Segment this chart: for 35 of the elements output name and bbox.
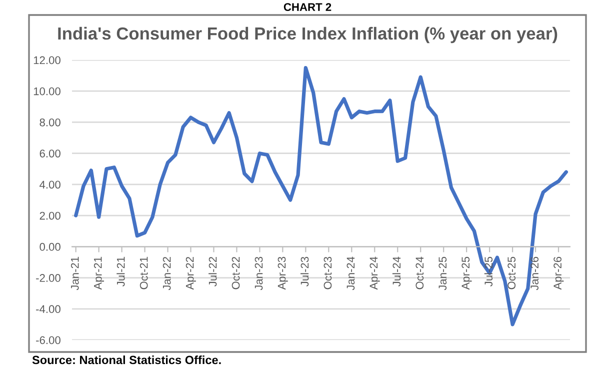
x-tick-label: Apr-21 [94, 256, 104, 290]
x-tick-label: Apr-24 [370, 256, 380, 290]
x-tick-label: Jan-23 [254, 256, 263, 290]
x-tick-label: Oct-25 [508, 256, 516, 290]
caption: CHART 2 [284, 3, 332, 11]
x-tick-label: Jan-22 [162, 256, 171, 290]
y-tick-label: 0.00 [40, 242, 60, 251]
x-tick-label: Oct-24 [416, 256, 424, 290]
x-tick-label: Apr-26 [554, 256, 564, 290]
y-tick-label: 2.00 [40, 212, 60, 220]
x-tick-label: Jan-24 [346, 256, 355, 290]
source-note: Source: National Statistics Office. [32, 355, 221, 364]
chart-title: India's Consumer Food Price Index Inflation (% year on year) [58, 26, 558, 44]
x-tick-label: Jul-23 [300, 256, 309, 286]
x-tick-label: Apr-22 [186, 256, 196, 290]
x-tick-label: Jul-22 [208, 256, 217, 286]
y-tick-label: 8.00 [40, 118, 60, 126]
y-tick-label: 4.00 [40, 180, 60, 189]
x-tick-label: Oct-21 [140, 256, 148, 290]
x-tick-label: Jan-25 [438, 256, 447, 290]
y-tick-label: 10.00 [34, 87, 60, 96]
y-tick-label: 6.00 [40, 150, 60, 158]
x-tick-label: Jul-21 [116, 256, 125, 286]
x-tick-label: Oct-23 [324, 256, 332, 290]
x-tick-label: Apr-25 [462, 256, 472, 290]
y-tick-label: -4.00 [36, 305, 60, 314]
y-tick-label: -2.00 [36, 274, 60, 282]
x-tick-label: Jan-21 [70, 256, 79, 290]
x-tick-label: Jul-24 [392, 256, 401, 286]
x-tick-label: Jul-25 [484, 256, 493, 286]
x-tick-label: Jan-26 [530, 256, 539, 290]
y-tick-label: -6.00 [36, 336, 60, 344]
y-tick-label: 12.00 [34, 56, 60, 64]
x-tick-label: Apr-23 [278, 256, 288, 290]
x-tick-label: Oct-22 [232, 256, 240, 290]
